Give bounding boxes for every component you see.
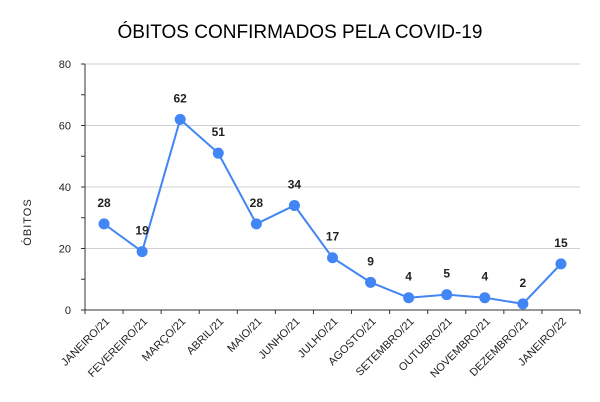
data-label: 19 — [135, 224, 149, 238]
y-tick-labels: 0 20 40 60 80 — [59, 59, 71, 317]
y-axis-label: ÓBITOS — [21, 198, 34, 245]
data-point — [441, 289, 453, 301]
data-point — [327, 252, 338, 264]
y-tick-label: 0 — [65, 305, 71, 317]
data-label: 28 — [250, 196, 264, 210]
data-point — [517, 298, 529, 310]
data-point — [288, 199, 300, 211]
axes — [81, 63, 581, 314]
data-label: 4 — [481, 270, 488, 284]
data-label: 62 — [174, 91, 188, 105]
data-point — [136, 246, 148, 258]
gridlines — [85, 63, 580, 249]
data-point — [555, 258, 567, 270]
data-point — [98, 218, 110, 230]
chart-title: ÓBITOS CONFIRMADOS PELA COVID-19 — [118, 21, 483, 43]
y-tick-label: 20 — [59, 244, 71, 256]
data-label: 9 — [367, 254, 374, 268]
data-label: 15 — [554, 236, 568, 250]
data-label: 51 — [212, 125, 226, 139]
data-point — [365, 276, 377, 288]
data-label: 4 — [405, 270, 412, 284]
series-line — [103, 117, 562, 305]
x-tick-label: JUNHO/21 — [256, 316, 302, 362]
series-line-layer — [103, 117, 562, 305]
y-tick-label: 60 — [59, 121, 71, 133]
data-labels: 28 19 62 51 28 34 17 9 4 5 4 2 15 — [97, 91, 568, 290]
data-label: 2 — [520, 276, 527, 290]
data-point — [212, 147, 224, 159]
data-point — [479, 292, 491, 304]
x-tick-label: ABRIL/21 — [185, 316, 227, 358]
y-tick-label: 80 — [59, 59, 71, 71]
data-points — [98, 113, 567, 310]
y-tick-label: 40 — [59, 182, 71, 194]
x-tick-labels: JANEIRO/21FEVEREIRO/21MARÇO/21ABRIL/21MA… — [59, 316, 569, 381]
data-label: 28 — [97, 196, 111, 210]
data-point — [250, 218, 262, 230]
data-point — [403, 292, 415, 304]
data-label: 17 — [326, 230, 340, 244]
data-point — [174, 113, 186, 125]
x-tick-label: MAIO/21 — [225, 316, 264, 355]
data-label: 5 — [443, 267, 450, 281]
data-label: 34 — [288, 177, 302, 191]
